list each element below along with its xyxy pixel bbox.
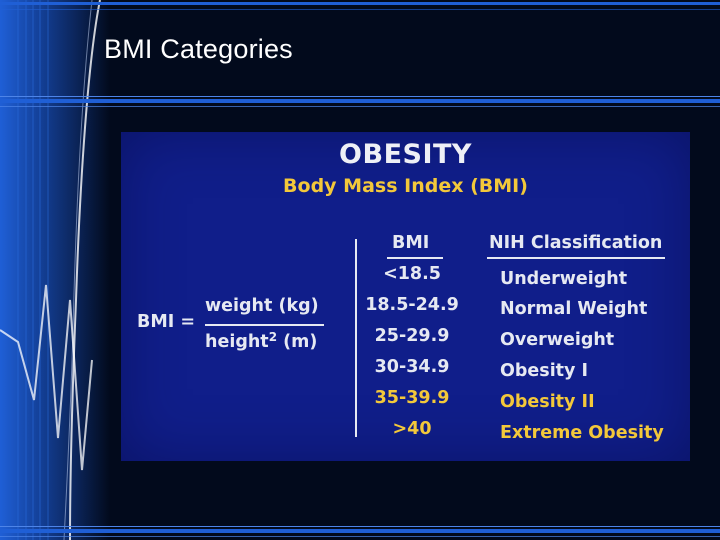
- classification-label: Underweight: [500, 269, 628, 289]
- bmi-range: 18.5-24.9: [365, 295, 459, 315]
- slide-title: BMI Categories: [104, 34, 293, 64]
- vertical-divider: [355, 239, 357, 437]
- column-header-bmi: BMI: [392, 233, 430, 253]
- bmi-range: <18.5: [383, 264, 441, 284]
- bmi-range: >40: [392, 419, 432, 439]
- classification-label: Overweight: [500, 330, 615, 350]
- column-underline-bmi: [387, 257, 443, 259]
- bmi-chart-image: OBESITY Body Mass Index (BMI) BMI = weig…: [121, 132, 690, 461]
- bmi-range: 35-39.9: [374, 388, 450, 408]
- formula-denominator-unit: (m): [283, 332, 318, 352]
- formula-denominator: height2 (m): [205, 330, 317, 352]
- formula-exponent: 2: [268, 330, 278, 344]
- classification-label: Obesity I: [500, 361, 589, 381]
- column-header-classification: NIH Classification: [489, 233, 663, 253]
- classification-label: Normal Weight: [500, 299, 648, 319]
- image-heading: OBESITY: [339, 139, 472, 170]
- column-underline-classification: [487, 257, 665, 259]
- classification-label: Obesity II: [500, 392, 595, 412]
- formula-fraction-bar: [205, 324, 324, 326]
- formula-lhs: BMI =: [137, 312, 196, 332]
- image-subheading: Body Mass Index (BMI): [283, 175, 528, 197]
- formula-numerator: weight (kg): [205, 296, 319, 316]
- bmi-range: 25-29.9: [374, 326, 450, 346]
- formula-denominator-base: height: [205, 332, 269, 352]
- bmi-range: 30-34.9: [374, 357, 450, 377]
- classification-label: Extreme Obesity: [500, 423, 664, 443]
